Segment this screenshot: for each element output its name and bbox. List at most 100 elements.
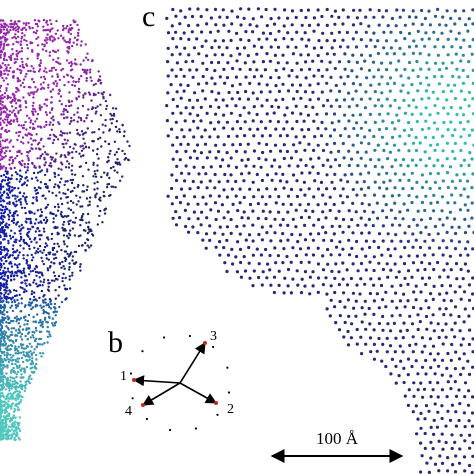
atom-dot	[75, 150, 78, 153]
atom-dot	[351, 231, 355, 235]
atom-dot	[72, 41, 75, 44]
atom-dot	[294, 15, 298, 20]
atom-dot	[10, 371, 13, 374]
atom-dot	[26, 47, 30, 50]
atom-dot	[11, 235, 15, 239]
atom-dot	[431, 90, 435, 94]
atom-dot	[325, 23, 329, 27]
atom-dot	[214, 156, 218, 160]
atom-dot	[303, 148, 307, 152]
atom-dot	[369, 277, 373, 281]
atom-dot	[15, 178, 18, 181]
atom-dot	[15, 315, 18, 318]
atom-dot	[84, 69, 87, 72]
atom-dot	[17, 110, 20, 113]
atom-dot	[390, 239, 394, 243]
atom-dot	[92, 149, 95, 152]
atom-dot	[238, 82, 242, 86]
atom-dot	[466, 269, 470, 273]
atom-dot	[170, 186, 174, 191]
atom-dot	[406, 208, 410, 212]
atom-dot	[269, 76, 273, 80]
atom-dot	[8, 335, 11, 338]
atom-dot	[368, 291, 372, 296]
atom-dot	[2, 42, 6, 45]
atom-dot	[97, 91, 100, 95]
atom-dot	[397, 59, 401, 63]
atom-dot	[118, 128, 121, 131]
atom-dot	[320, 59, 324, 63]
atom-dot	[196, 231, 200, 235]
atom-dot	[81, 175, 85, 178]
atom-dot	[27, 377, 30, 381]
atom-dot	[347, 314, 351, 318]
atom-dot	[13, 94, 16, 97]
atom-dot	[338, 224, 342, 228]
atom-dot	[419, 411, 423, 415]
atom-dot	[192, 165, 196, 169]
atom-dot	[41, 43, 44, 46]
atom-dot	[8, 120, 11, 124]
atom-dot	[7, 242, 10, 245]
atom-dot	[277, 210, 281, 214]
atom-dot	[170, 24, 174, 28]
atom-dot	[8, 141, 11, 144]
atom-dot	[372, 299, 376, 303]
atom-dot	[69, 208, 73, 212]
atom-dot	[386, 24, 390, 28]
atom-dot	[384, 305, 388, 309]
atom-dot	[436, 171, 440, 176]
atom-dot	[278, 165, 282, 169]
atom-dot	[31, 110, 34, 113]
atom-dot	[25, 383, 28, 386]
atom-dot	[70, 116, 73, 120]
atom-dot	[325, 81, 329, 85]
atom-dot	[25, 176, 28, 179]
atom-dot	[56, 242, 59, 245]
atom-dot	[113, 140, 117, 143]
atom-dot	[2, 191, 5, 194]
atom-dot	[3, 52, 7, 55]
atom-dot	[85, 221, 88, 224]
atom-dot	[43, 245, 47, 249]
atom-dot	[463, 141, 467, 145]
atom-dot	[2, 156, 6, 159]
atom-dot	[0, 148, 3, 151]
atom-dot	[309, 232, 313, 236]
atom-dot	[34, 230, 38, 233]
atom-dot	[251, 180, 255, 184]
atom-dot	[79, 234, 82, 237]
atom-dot	[416, 372, 420, 376]
panel-c-dots	[165, 7, 474, 474]
atom-dot	[19, 71, 22, 75]
atom-dot	[2, 430, 5, 433]
atom-dot	[54, 226, 57, 230]
atom-dot	[34, 320, 38, 324]
atom-dot	[424, 89, 429, 93]
atom-dot	[385, 97, 389, 101]
atom-dot	[252, 44, 256, 48]
atom-dot	[6, 405, 9, 408]
atom-dot	[187, 37, 191, 42]
atom-dot	[358, 83, 362, 87]
atom-dot	[8, 289, 11, 292]
atom-dot	[10, 339, 13, 342]
atom-dot	[82, 212, 85, 216]
atom-dot	[33, 238, 36, 241]
atom-dot	[46, 325, 49, 329]
atom-dot	[269, 45, 273, 49]
atom-dot	[350, 69, 354, 73]
atom-dot	[163, 336, 166, 339]
atom-dot	[299, 8, 303, 13]
atom-dot	[65, 40, 68, 44]
atom-dot	[341, 141, 345, 146]
atom-dot	[351, 187, 355, 192]
atom-dot	[446, 83, 450, 87]
atom-dot	[7, 360, 11, 364]
atom-dot	[69, 120, 73, 123]
atom-dot	[333, 66, 337, 71]
atom-dot	[196, 126, 200, 130]
atom-dot	[402, 292, 406, 296]
atom-dot	[7, 213, 10, 216]
atom-dot	[71, 271, 74, 274]
